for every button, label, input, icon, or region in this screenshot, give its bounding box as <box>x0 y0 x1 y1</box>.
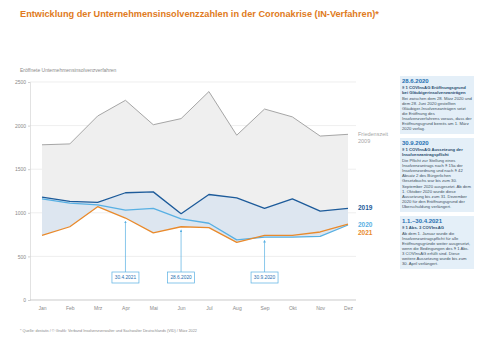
note-text: Ab dem 1. Januar wurde die Insolvenzantr… <box>402 231 472 266</box>
grid-line <box>30 82 356 83</box>
y-tick-label: 1500 <box>15 166 26 172</box>
y-tick-label: 2000 <box>15 123 26 129</box>
x-tick-label: Okt <box>289 305 297 311</box>
x-tick-label: Aug <box>233 305 242 311</box>
notes-panel: 28.6.2020§ 1 COVInsAG Eröffnungsgrund be… <box>400 76 474 273</box>
band-area <box>42 192 348 243</box>
series-label-line: 2009 <box>358 138 370 144</box>
y-tick-label: 500 <box>18 254 27 260</box>
note: 28.6.2020§ 1 COVInsAG Eröffnungsgrund be… <box>400 76 474 134</box>
x-tick-label: Mrz <box>94 305 103 311</box>
y-tick: 1000 <box>15 210 30 216</box>
annotation-arrow <box>264 241 265 272</box>
annotation-label: 30.4.2021 <box>115 275 137 280</box>
y-tick-mark <box>28 82 30 83</box>
x-tick: Aug <box>233 300 242 311</box>
annotations: 30.4.2021 28.6.2020 30.9.2020 <box>112 222 278 283</box>
source: * Quelle: destatis / © Grafik: Verband I… <box>20 329 197 333</box>
y-tick: 2000 <box>15 123 30 129</box>
x-tick-label: Nov <box>316 305 325 311</box>
series-label: 2019 <box>358 204 373 211</box>
x-tick: Nov <box>316 300 325 311</box>
y-axis-line <box>28 83 31 301</box>
annotation-label: 28.6.2020 <box>170 275 192 280</box>
note-text: Bei zwischen dem 28. März 2020 und dem 2… <box>402 96 472 131</box>
x-tick: Mrz <box>94 300 103 311</box>
title: Entwicklung der Unternehmensinsolvenzzah… <box>20 9 379 19</box>
series-line <box>42 92 348 145</box>
note-date: 28.6.2020 <box>402 78 472 84</box>
x-tick-label: Jun <box>178 305 186 311</box>
series-label-line: Friedenszeit <box>358 131 390 137</box>
x-tick: Jun <box>178 300 186 311</box>
note-text: Die Pflicht zur Stellung eines Insolvenz… <box>402 158 472 208</box>
page: Entwicklung der Unternehmensinsolvenzzah… <box>0 0 481 340</box>
x-tick-label: Sep <box>261 305 270 311</box>
note-date: 1.1.–30.4.2021 <box>402 218 472 224</box>
x-tick: Apr <box>122 300 130 311</box>
series-line <box>42 192 348 214</box>
band-area <box>42 92 348 214</box>
x-tick-label: Mai <box>150 305 158 311</box>
annotation-arrow <box>125 222 126 272</box>
x-tick: Mai <box>150 300 158 311</box>
series-label-line: 2020 <box>358 221 373 228</box>
note-heading: § 1 COVInsAG Eröffnungsgrund bei Gläubig… <box>402 85 472 95</box>
y-tick-mark <box>28 300 30 301</box>
plot-marks <box>42 92 348 243</box>
y-tick-label: 2500 <box>15 79 26 85</box>
y-axis: 0 500 1000 1500 2000 2500 <box>15 79 31 303</box>
series-label-line: 2019 <box>358 204 373 211</box>
annotation-label: 30.9.2020 <box>254 275 276 280</box>
x-axis-line <box>30 300 356 301</box>
note: 1.1.–30.4.2021§ 1 Abs. 3 COVInsAGAb dem … <box>400 216 474 269</box>
y-tick-label: 1000 <box>15 210 26 216</box>
y-tick-mark <box>28 256 30 257</box>
y-axis-title: Eröffnete Unternehmensinsolvenzverfahren <box>20 67 117 73</box>
y-tick: 1500 <box>15 166 30 172</box>
series-label-line: 2021 <box>358 229 373 236</box>
series-label: Friedenszeit 2009 <box>358 131 390 144</box>
x-tick-label: Dez <box>344 305 353 311</box>
note-date: 30.9.2020 <box>402 140 472 146</box>
y-tick: 500 <box>18 254 30 260</box>
x-tick: Jul <box>206 300 212 311</box>
x-tick-label: Jul <box>206 305 212 311</box>
y-tick: 2500 <box>15 79 30 85</box>
annotation-box <box>168 272 195 283</box>
x-tick: Sep <box>261 300 270 311</box>
y-tick-mark <box>28 126 30 127</box>
x-tick-label: Feb <box>66 305 75 311</box>
x-tick: Dez <box>344 300 353 311</box>
series-label: 2020 <box>358 221 373 228</box>
x-tick: Jan <box>38 300 46 311</box>
y-tick-mark <box>28 213 30 214</box>
y-tick-label: 0 <box>23 297 26 303</box>
annotation-box <box>251 272 278 283</box>
x-tick: Okt <box>289 300 297 311</box>
note-heading: § 1 Abs. 3 COVInsAG <box>402 225 472 230</box>
grid <box>30 82 356 300</box>
series-label: 2021 <box>358 229 373 236</box>
y-tick: 0 <box>23 297 30 303</box>
x-axis: Jan Feb Mrz Apr Mai Jun Jul Aug Sep Okt Nov Dez <box>30 300 356 311</box>
annotation-arrow <box>181 231 182 272</box>
grid-line <box>30 300 356 301</box>
note-heading: § 1 COVInsAG Aussetzung der Insolvenzant… <box>402 147 472 157</box>
y-tick-mark <box>28 169 30 170</box>
annotation-box <box>112 272 139 283</box>
note: 30.9.2020§ 1 COVInsAG Aussetzung der Ins… <box>400 138 474 211</box>
series-labels: Friedenszeit 2009 2019 20202021 <box>358 131 390 236</box>
grid-line <box>30 256 356 257</box>
series-line <box>42 207 348 243</box>
x-tick-label: Jan <box>38 305 46 311</box>
x-tick-label: Apr <box>122 305 130 311</box>
x-tick: Feb <box>66 300 75 311</box>
